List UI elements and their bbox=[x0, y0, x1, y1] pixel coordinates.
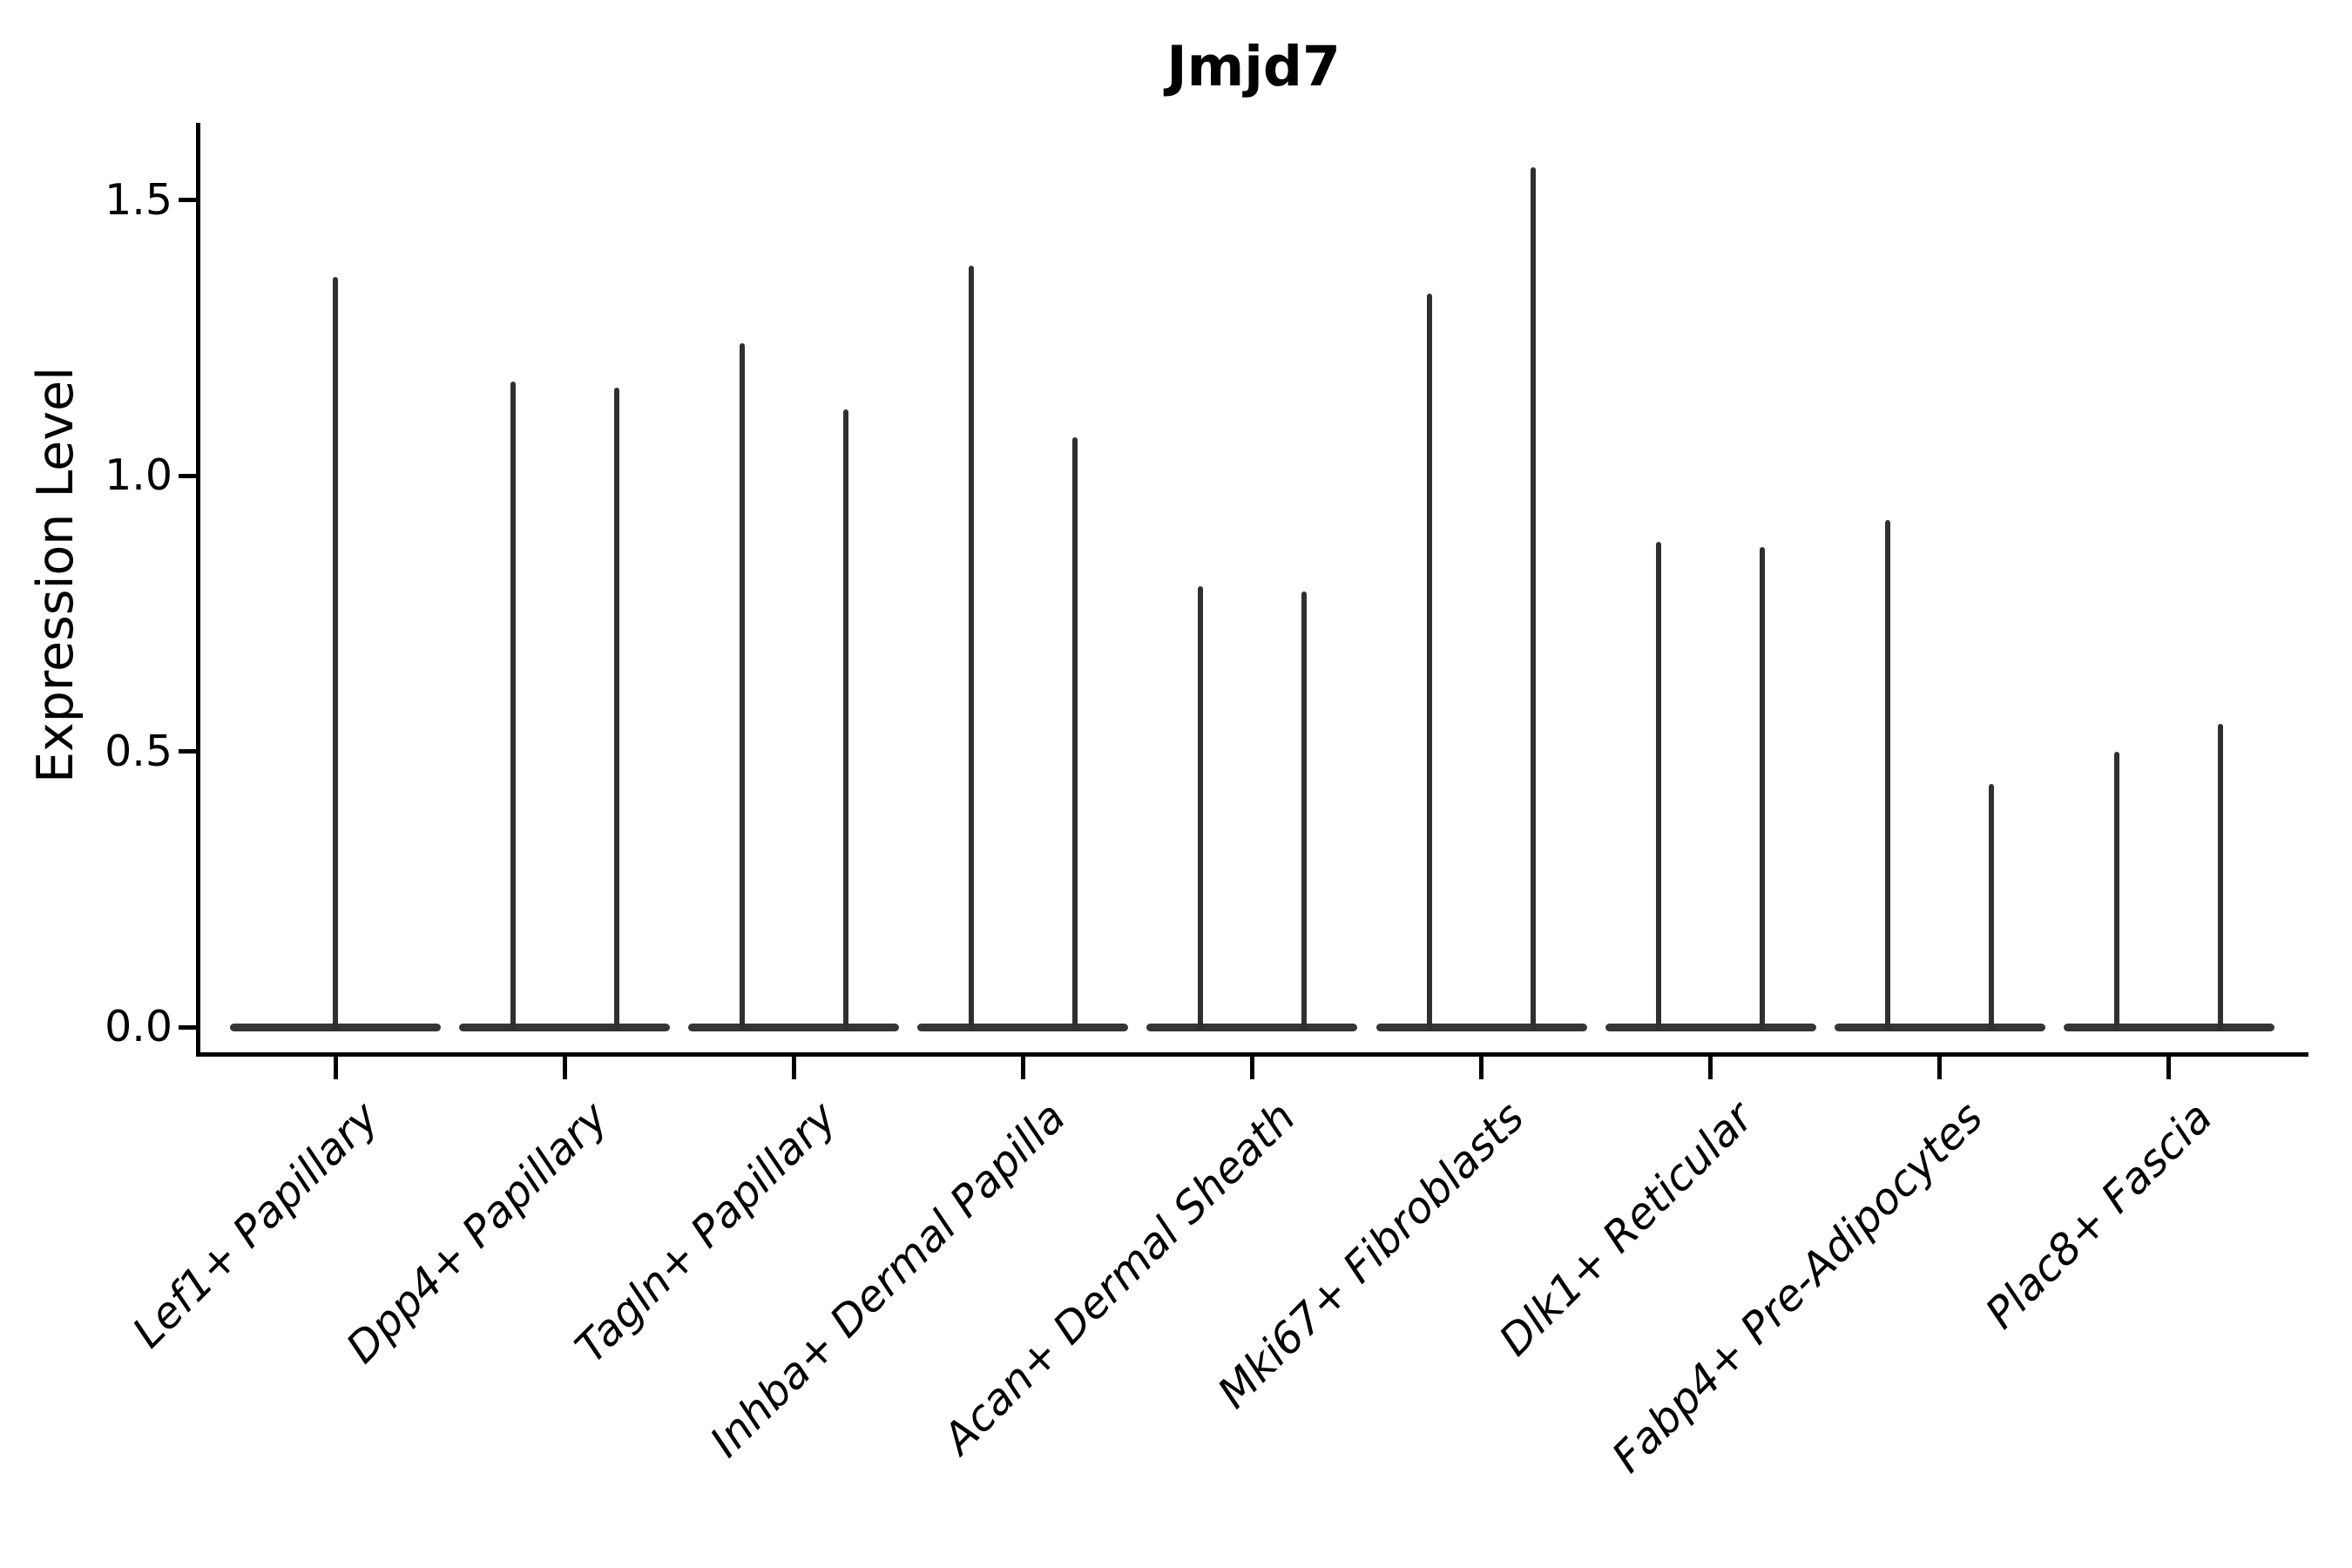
violin-baseline bbox=[688, 1023, 900, 1031]
violin-spike bbox=[1301, 591, 1307, 1031]
x-tick-mark bbox=[1020, 1056, 1025, 1079]
x-tick-label: Dlk1+ Reticular bbox=[1490, 1092, 1763, 1366]
x-tick-mark bbox=[1479, 1056, 1484, 1079]
violin-spike bbox=[333, 277, 338, 1031]
y-tick-label: 0.5 bbox=[105, 726, 172, 776]
y-tick-mark bbox=[178, 1024, 196, 1030]
y-tick-label: 1.0 bbox=[105, 450, 172, 500]
y-tick-mark bbox=[178, 473, 196, 478]
violin-spike bbox=[1531, 166, 1536, 1031]
violin-spike bbox=[1427, 294, 1432, 1031]
violin-baseline bbox=[917, 1023, 1129, 1031]
y-tick-label: 1.5 bbox=[105, 174, 172, 225]
x-tick-label: Fabp4+ Pre-Adipocytes bbox=[1602, 1092, 1992, 1483]
violin-spike bbox=[968, 266, 974, 1031]
violin-spike bbox=[1197, 585, 1203, 1031]
x-tick-mark bbox=[791, 1056, 796, 1079]
violin-spike bbox=[1656, 541, 1662, 1031]
x-tick-label: Plac8+ Fascia bbox=[1975, 1092, 2222, 1339]
x-tick-mark bbox=[333, 1056, 338, 1079]
violin-spike bbox=[2218, 723, 2224, 1031]
violin-spike bbox=[1885, 519, 1891, 1031]
violin-baseline bbox=[1834, 1023, 2045, 1031]
violin-spike bbox=[510, 382, 516, 1031]
x-axis-spine bbox=[195, 1051, 2308, 1057]
violin-spike bbox=[2114, 751, 2120, 1031]
y-tick-mark bbox=[178, 198, 196, 202]
violin-spike bbox=[739, 343, 745, 1031]
x-tick-label: Lef1+ Papillary bbox=[123, 1092, 389, 1358]
violin-baseline bbox=[1375, 1023, 1587, 1031]
y-tick-mark bbox=[178, 749, 196, 754]
y-axis-spine bbox=[195, 123, 200, 1057]
violin-baseline bbox=[1146, 1023, 1358, 1031]
violin-spike bbox=[842, 409, 848, 1031]
y-tick-label: 0.0 bbox=[105, 1002, 172, 1051]
violin-baseline bbox=[1605, 1023, 1816, 1031]
violin-spike bbox=[1071, 436, 1078, 1031]
violin-spike bbox=[1760, 547, 1766, 1031]
violin-baseline bbox=[2063, 1023, 2274, 1031]
x-tick-mark bbox=[1937, 1056, 1943, 1079]
x-tick-mark bbox=[1708, 1056, 1713, 1079]
x-tick-mark bbox=[1249, 1056, 1254, 1079]
chart-title: Jmjd7 bbox=[1166, 35, 1341, 98]
x-tick-mark bbox=[562, 1056, 567, 1079]
violin-baseline bbox=[459, 1023, 671, 1031]
y-axis-label: Expression Level bbox=[27, 367, 84, 783]
violin-spike bbox=[1989, 784, 1995, 1031]
x-tick-mark bbox=[2166, 1056, 2172, 1079]
violin-spike bbox=[613, 387, 619, 1031]
